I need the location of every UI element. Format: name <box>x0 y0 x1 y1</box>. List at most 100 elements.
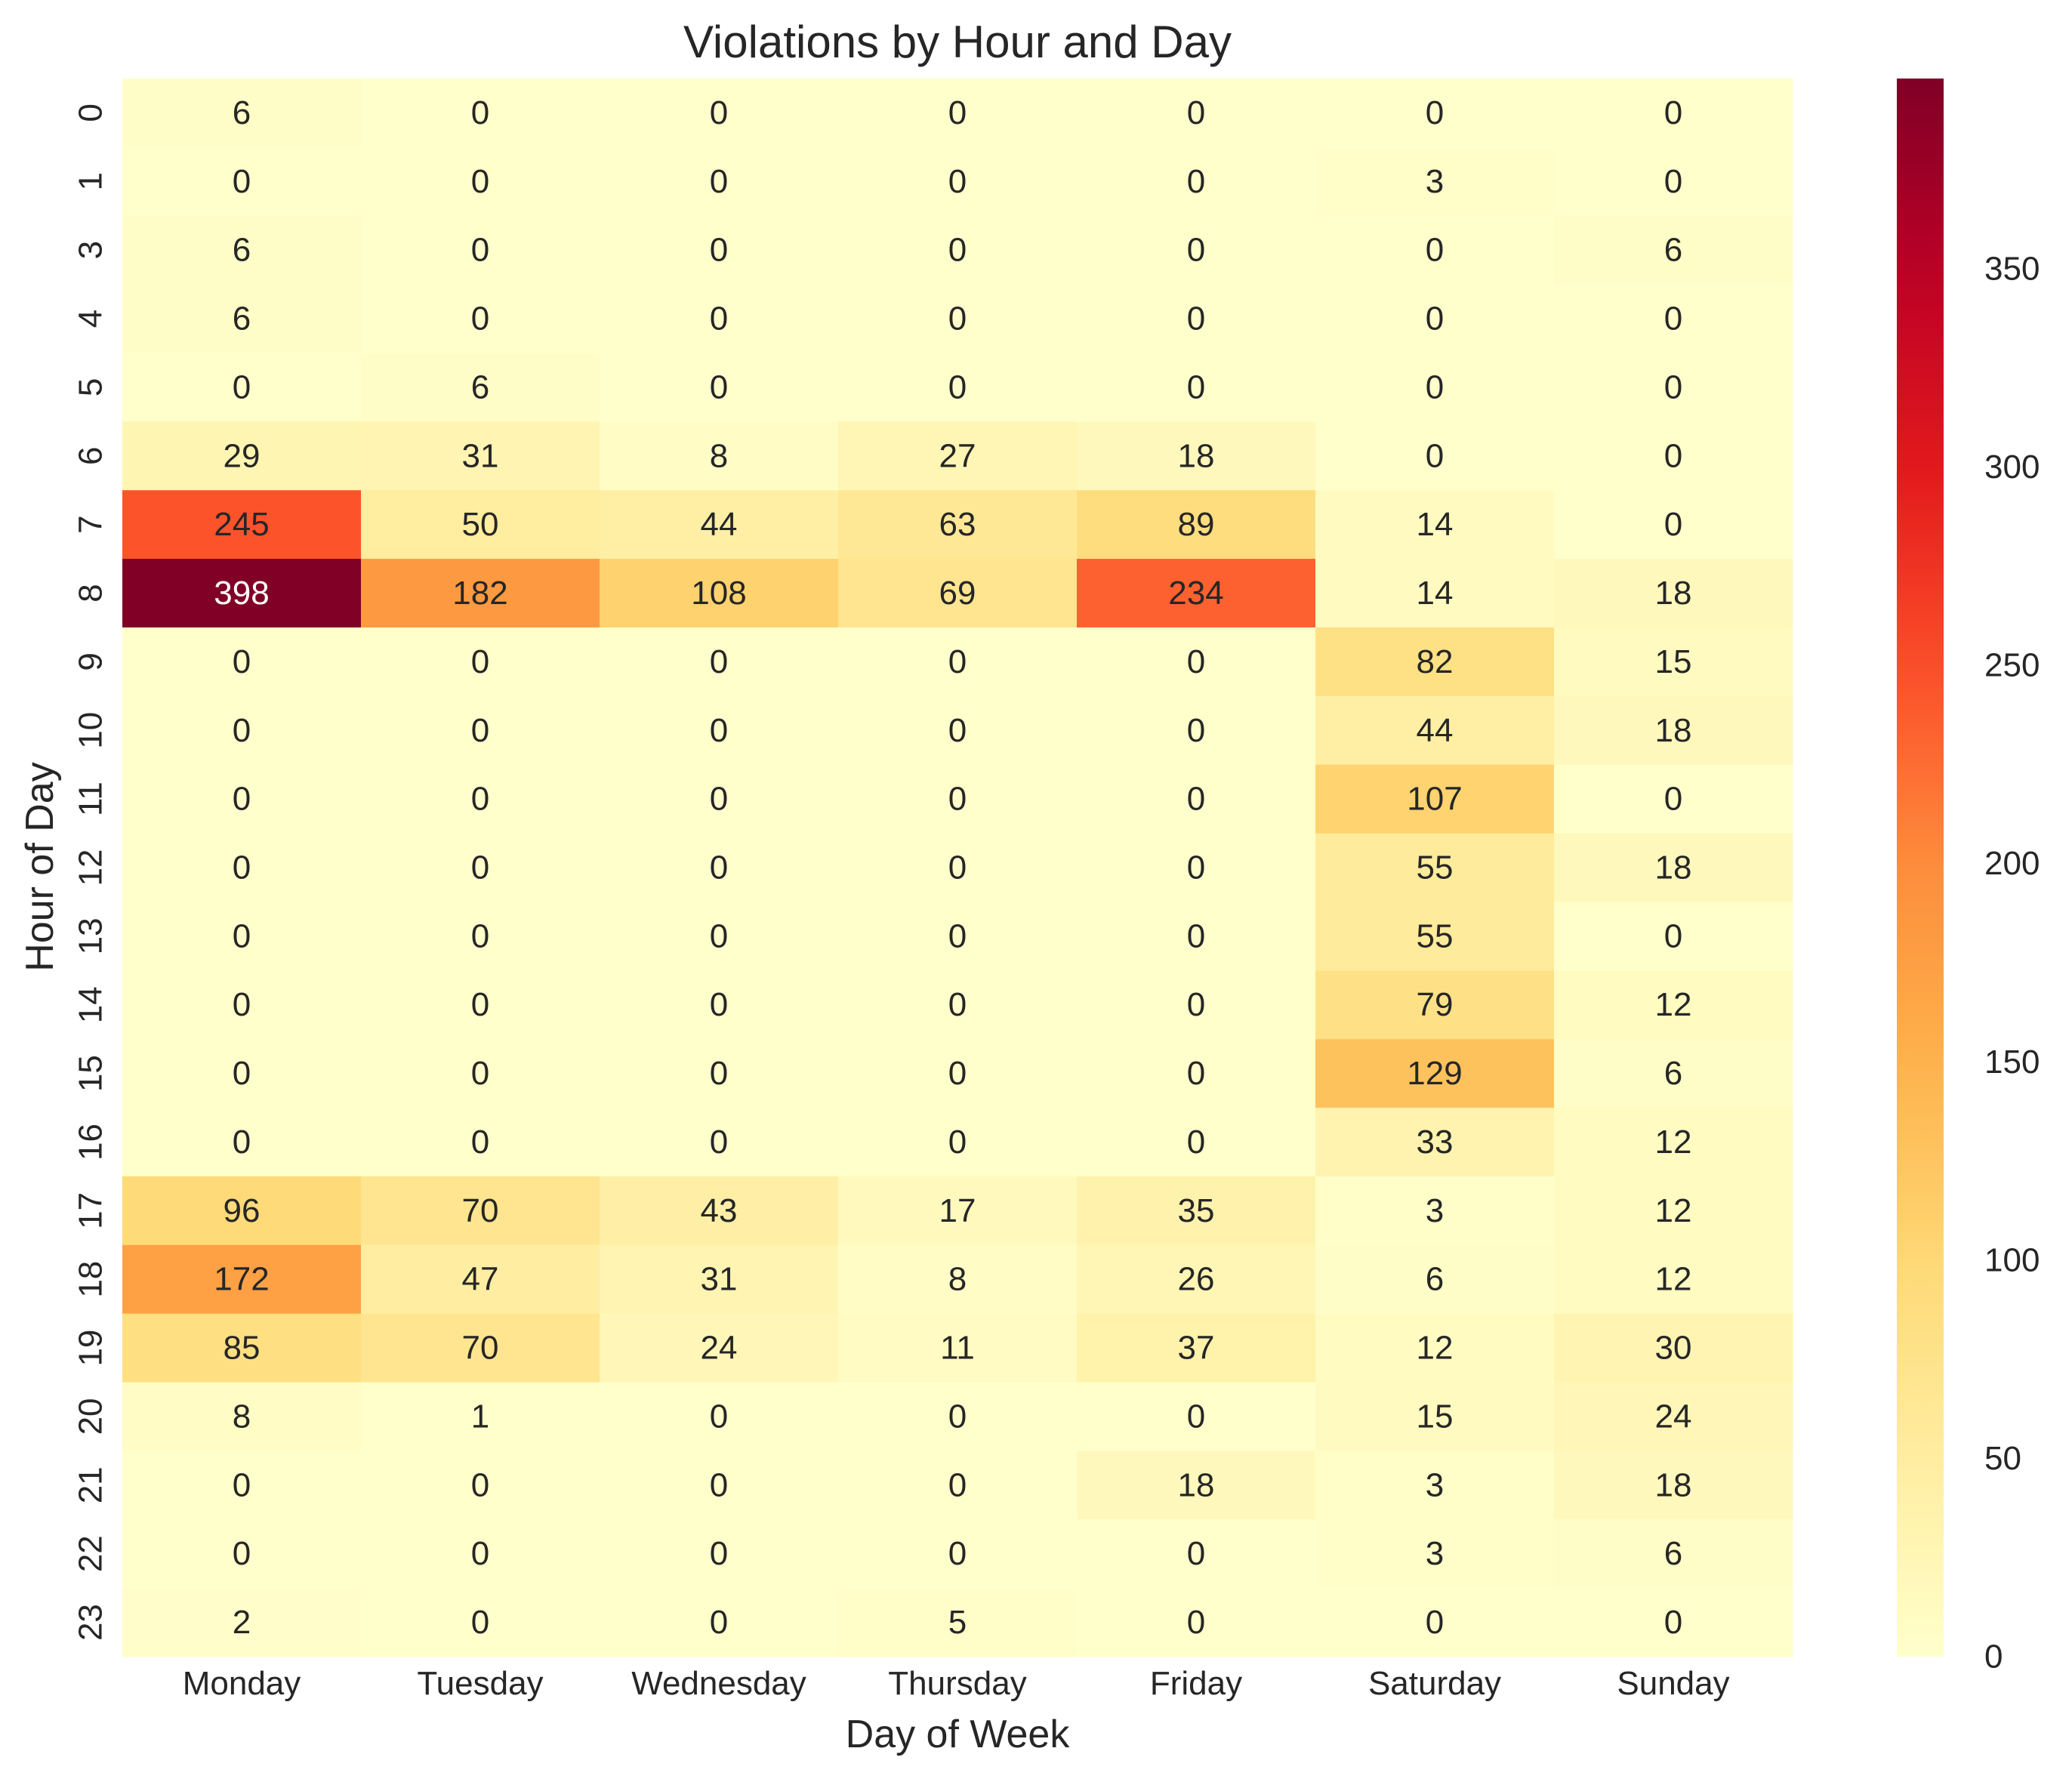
cell-value-label: 0 <box>710 368 728 405</box>
heatmap-cell <box>361 490 600 560</box>
heatmap-cell <box>122 695 362 766</box>
y-tick-label: 3 <box>72 241 109 259</box>
heatmap-cell <box>361 1382 600 1451</box>
cell-value-label: 0 <box>948 1398 967 1435</box>
heatmap-cell <box>361 353 600 422</box>
y-tick-label: 12 <box>72 849 109 886</box>
cell-value-label: 15 <box>1417 1398 1454 1435</box>
heatmap-cell <box>361 833 600 902</box>
cell-value-label: 12 <box>1655 1124 1692 1161</box>
cell-value-label: 398 <box>214 575 269 612</box>
cell-value-label: 26 <box>1178 1261 1215 1298</box>
cell-value-label: 0 <box>471 643 489 680</box>
cell-value-label: 12 <box>1655 1192 1692 1229</box>
heatmap-cell <box>1077 490 1316 560</box>
cell-value-label: 0 <box>948 781 967 818</box>
cell-value-label: 12 <box>1417 1330 1454 1367</box>
heatmap-cell <box>361 421 600 491</box>
cell-value-label: 0 <box>1187 1124 1205 1161</box>
cell-value-label: 0 <box>471 781 489 818</box>
cell-value-label: 0 <box>1664 368 1682 405</box>
heatmap-cell <box>838 1108 1078 1177</box>
heatmap-cell <box>600 490 839 560</box>
heatmap-cell <box>1315 970 1555 1040</box>
heatmap-cell <box>1077 1451 1316 1520</box>
cell-value-label: 18 <box>1655 712 1692 749</box>
heatmap-cell <box>838 1039 1078 1108</box>
cell-value-label: 0 <box>710 163 728 200</box>
cell-value-label: 44 <box>701 506 738 543</box>
colorbar-tick-label: 0 <box>1984 1639 2003 1676</box>
cell-value-label: 82 <box>1417 643 1454 680</box>
cell-value-label: 47 <box>462 1261 499 1298</box>
heatmap-cell <box>838 421 1078 491</box>
cell-value-label: 14 <box>1417 575 1454 612</box>
cell-value-label: 35 <box>1178 1192 1215 1229</box>
cell-value-label: 0 <box>471 232 489 269</box>
cell-value-label: 0 <box>233 849 251 886</box>
heatmap-cell <box>1554 764 1793 834</box>
heatmap-cell <box>122 833 362 902</box>
x-tick-label: Wednesday <box>631 1665 806 1702</box>
heatmap-cell <box>122 421 362 491</box>
colorbar-tick-label: 300 <box>1984 449 2040 486</box>
heatmap-cell <box>122 627 362 697</box>
heatmap-cell <box>1554 284 1793 353</box>
cell-value-label: 0 <box>1187 1398 1205 1435</box>
cell-value-label: 8 <box>710 437 728 474</box>
cell-value-label: 6 <box>1664 1535 1682 1572</box>
cell-value-label: 6 <box>233 301 251 338</box>
cell-value-label: 0 <box>1187 849 1205 886</box>
heatmap-cell <box>361 1176 600 1246</box>
heatmap-cell <box>1315 1039 1555 1108</box>
cell-value-label: 0 <box>710 232 728 269</box>
heatmap-cell <box>1077 1108 1316 1177</box>
cell-value-label: 0 <box>471 1535 489 1572</box>
heatmap-cell <box>1077 353 1316 422</box>
heatmap-cell <box>1554 1382 1793 1451</box>
cell-value-label: 107 <box>1407 781 1462 818</box>
cell-value-label: 0 <box>710 849 728 886</box>
cell-value-label: 55 <box>1417 917 1454 954</box>
cell-value-label: 3 <box>1426 163 1444 200</box>
cell-value-label: 18 <box>1655 849 1692 886</box>
heatmap-cell <box>600 764 839 834</box>
heatmap-cell <box>1315 627 1555 697</box>
heatmap-cell <box>122 902 362 971</box>
cell-value-label: 0 <box>710 1124 728 1161</box>
y-tick-label: 8 <box>72 584 109 602</box>
heatmap-cell <box>122 215 362 285</box>
heatmap-cell <box>1554 490 1793 560</box>
colorbar-tick-label: 100 <box>1984 1241 2040 1278</box>
cell-value-label: 0 <box>1187 1604 1205 1641</box>
y-tick-label: 15 <box>72 1055 109 1092</box>
cell-value-label: 85 <box>224 1330 261 1367</box>
heatmap-cell <box>838 1244 1078 1315</box>
cell-value-label: 18 <box>1655 575 1692 612</box>
cell-value-label: 2 <box>233 1604 251 1641</box>
heatmap-cell <box>1554 353 1793 422</box>
heatmap-cell <box>1315 1108 1555 1177</box>
cell-value-label: 0 <box>1426 368 1444 405</box>
y-tick-label: 6 <box>72 447 109 465</box>
heatmap-cell <box>122 764 362 834</box>
heatmap-cell <box>361 1313 600 1383</box>
heatmap-cell <box>1315 764 1555 834</box>
cell-value-label: 6 <box>1664 232 1682 269</box>
cell-value-label: 0 <box>1664 781 1682 818</box>
cell-value-label: 0 <box>1426 437 1444 474</box>
cell-value-label: 0 <box>948 1466 967 1503</box>
heatmap-cell <box>600 1519 839 1589</box>
cell-value-label: 0 <box>1187 986 1205 1023</box>
heatmap-cell <box>838 970 1078 1040</box>
heatmap-cell <box>361 970 600 1040</box>
cell-value-label: 0 <box>710 94 728 131</box>
cell-value-label: 5 <box>948 1604 967 1641</box>
heatmap-cell <box>600 1108 839 1177</box>
x-tick-label: Friday <box>1150 1665 1242 1702</box>
x-axis-ticks: Monday Tuesday Wednesday Thursday Friday Satu… <box>183 1665 1730 1702</box>
cell-value-label: 0 <box>1664 301 1682 338</box>
heatmap-cell <box>122 490 362 560</box>
cell-value-label: 172 <box>214 1261 269 1298</box>
cell-value-label: 8 <box>233 1398 251 1435</box>
